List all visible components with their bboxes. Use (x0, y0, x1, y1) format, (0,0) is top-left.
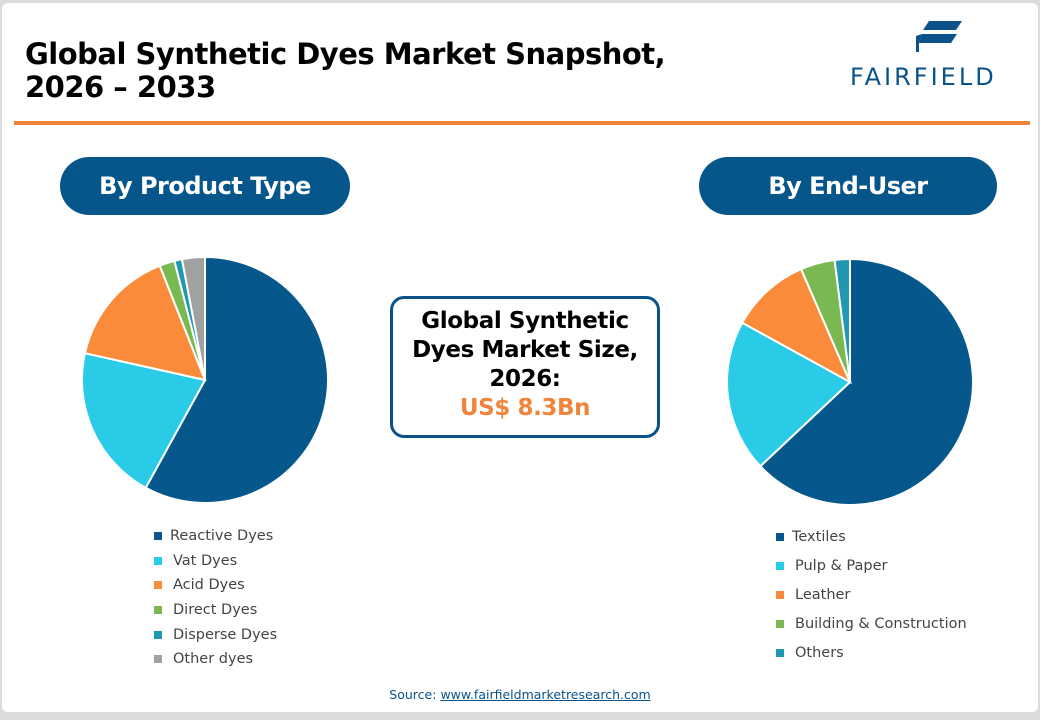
fairfield-logo: FAIRFIELD (850, 18, 1025, 93)
legend-item: Textiles (776, 522, 967, 551)
legend-item: Disperse Dyes (154, 622, 277, 647)
legend-label: Direct Dyes (173, 602, 258, 619)
product-type-pie-chart (81, 255, 329, 504)
pie-slice (180, 255, 206, 381)
header-divider (14, 121, 1030, 125)
legend-item: Building & Construction (776, 610, 967, 639)
legend-swatch-icon (154, 630, 162, 639)
legend-label: Pulp & Paper (795, 557, 888, 574)
pie-slice (833, 257, 851, 383)
pie-slice (740, 267, 853, 385)
market-size-label-2: Dyes Market Size, (412, 337, 638, 363)
legend-label: Disperse Dyes (173, 626, 278, 643)
end-user-heading: By End-User (699, 157, 997, 215)
legend-swatch-icon (776, 649, 784, 658)
title-line-2: 2026 – 2033 (25, 70, 216, 104)
legend-item: Direct Dyes (154, 598, 277, 623)
legend-item: Vat Dyes (154, 549, 277, 574)
legend-item: Reactive Dyes (154, 524, 277, 549)
legend-label: Leather (795, 586, 851, 603)
logo-text: FAIRFIELD (850, 63, 997, 91)
legend-label: Building & Construction (795, 616, 967, 633)
pie-slice (144, 255, 329, 504)
legend-item: Other dyes (154, 647, 277, 672)
market-size-label-1: Global Synthetic (421, 308, 629, 334)
legend-label: Others (795, 645, 844, 662)
end-user-pie-chart (726, 257, 974, 506)
legend-swatch-icon (776, 532, 784, 541)
legend-swatch-icon (776, 590, 784, 599)
source-label: Source: (389, 687, 437, 702)
legend-swatch-icon (154, 581, 162, 590)
legend-label: Acid Dyes (173, 577, 245, 594)
pie-slice (81, 351, 207, 490)
legend-swatch-icon (154, 556, 162, 565)
product-type-legend: Reactive Dyes Vat Dyes Acid Dyes Direct … (154, 524, 277, 672)
legend-swatch-icon (154, 655, 162, 664)
end-user-legend: Textiles Pulp & Paper Leather Building &… (776, 522, 967, 668)
legend-item: Acid Dyes (154, 573, 277, 598)
legend-swatch-icon (154, 532, 162, 541)
page-title: Global Synthetic Dyes Market Snapshot, 2… (25, 37, 666, 104)
pie-slice (83, 264, 207, 382)
legend-item: Others (776, 639, 967, 668)
legend-label: Other dyes (173, 651, 254, 668)
legend-label: Reactive Dyes (170, 528, 274, 545)
market-size-box: Global Synthetic Dyes Market Size, 2026:… (390, 296, 660, 438)
product-type-heading: By Product Type (60, 157, 350, 215)
legend-swatch-icon (154, 606, 162, 615)
source-line: Source: www.fairfieldmarketresearch.com (0, 687, 1040, 702)
pie-slice (726, 321, 852, 468)
fairfield-logo-icon (916, 21, 962, 52)
legend-item: Pulp & Paper (776, 551, 967, 580)
legend-label: Vat Dyes (173, 552, 238, 569)
legend-swatch-icon (776, 620, 784, 629)
source-link[interactable]: www.fairfieldmarketresearch.com (440, 687, 651, 702)
legend-swatch-icon (776, 561, 784, 570)
market-size-label-3: 2026: (489, 366, 561, 392)
title-line-1: Global Synthetic Dyes Market Snapshot, (25, 37, 666, 71)
legend-label: Textiles (792, 528, 846, 545)
market-size-value: US$ 8.3Bn (459, 395, 591, 421)
pie-slice (758, 257, 974, 506)
legend-item: Leather (776, 580, 967, 609)
